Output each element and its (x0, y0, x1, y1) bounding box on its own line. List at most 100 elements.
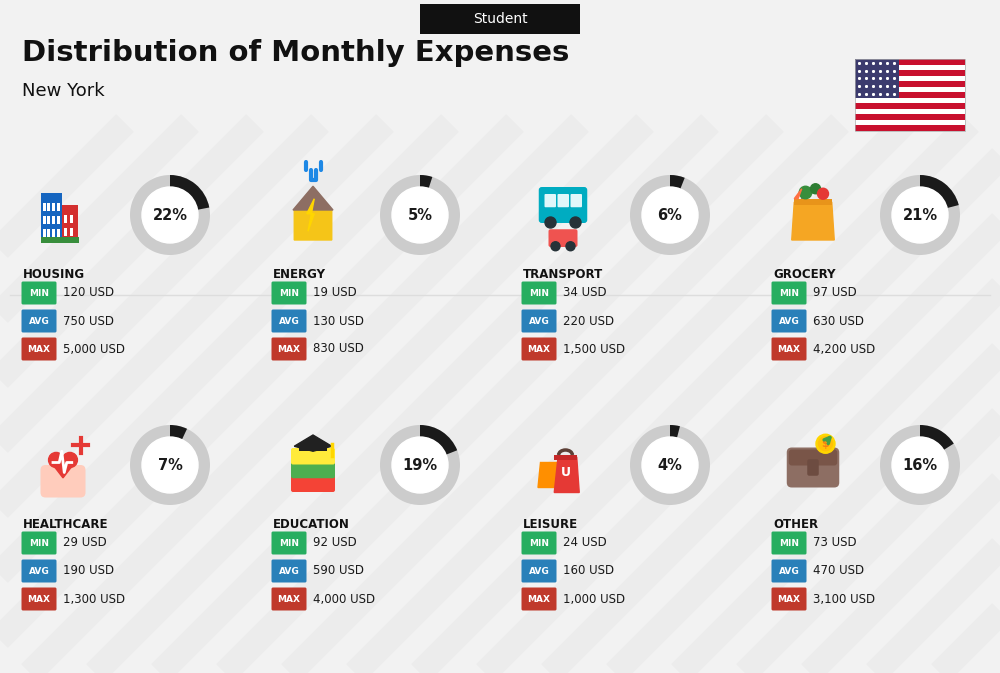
Bar (855, 59, 899, 98)
Text: 1,500 USD: 1,500 USD (563, 343, 625, 355)
FancyBboxPatch shape (548, 229, 578, 247)
FancyBboxPatch shape (794, 199, 832, 205)
Circle shape (392, 437, 448, 493)
Text: 120 USD: 120 USD (63, 287, 114, 299)
Text: 4,000 USD: 4,000 USD (313, 592, 375, 606)
Text: 4%: 4% (658, 458, 682, 472)
Text: MIN: MIN (779, 538, 799, 548)
Text: 22%: 22% (152, 207, 188, 223)
Text: 97 USD: 97 USD (813, 287, 857, 299)
FancyBboxPatch shape (299, 446, 327, 452)
FancyBboxPatch shape (272, 310, 306, 332)
Text: 16%: 16% (902, 458, 938, 472)
FancyBboxPatch shape (772, 532, 806, 555)
Wedge shape (130, 425, 210, 505)
Text: MAX: MAX (528, 594, 550, 604)
Circle shape (816, 434, 835, 453)
Circle shape (49, 452, 64, 468)
FancyBboxPatch shape (22, 337, 56, 361)
Polygon shape (307, 199, 314, 232)
FancyBboxPatch shape (47, 216, 50, 224)
Wedge shape (420, 425, 457, 455)
Text: AVG: AVG (29, 316, 49, 326)
FancyBboxPatch shape (522, 559, 556, 583)
Circle shape (551, 242, 560, 251)
FancyBboxPatch shape (420, 4, 580, 34)
FancyBboxPatch shape (539, 187, 587, 223)
Wedge shape (380, 175, 460, 255)
Text: MIN: MIN (279, 538, 299, 548)
Polygon shape (792, 203, 834, 240)
FancyBboxPatch shape (544, 194, 556, 207)
Text: TRANSPORT: TRANSPORT (523, 268, 603, 281)
Text: MIN: MIN (779, 289, 799, 297)
FancyBboxPatch shape (272, 281, 306, 304)
Text: AVG: AVG (779, 567, 799, 575)
FancyBboxPatch shape (40, 465, 86, 497)
Text: 4,200 USD: 4,200 USD (813, 343, 875, 355)
Text: AVG: AVG (29, 567, 49, 575)
Polygon shape (794, 188, 802, 199)
Text: MAX: MAX (28, 345, 50, 353)
Text: MAX: MAX (28, 594, 50, 604)
Polygon shape (293, 186, 333, 210)
Text: 830 USD: 830 USD (313, 343, 364, 355)
FancyBboxPatch shape (772, 588, 806, 610)
Text: 750 USD: 750 USD (63, 314, 114, 328)
Circle shape (566, 242, 575, 251)
FancyBboxPatch shape (70, 228, 73, 236)
Wedge shape (670, 425, 680, 438)
Text: 190 USD: 190 USD (63, 565, 114, 577)
Text: MAX: MAX (528, 345, 550, 353)
Bar (855, 59, 965, 131)
Circle shape (392, 187, 448, 243)
Wedge shape (630, 175, 710, 255)
Bar (855, 114, 965, 120)
Circle shape (810, 184, 820, 194)
Text: AVG: AVG (529, 316, 549, 326)
Bar (855, 104, 965, 109)
Bar (855, 59, 965, 65)
Wedge shape (420, 175, 432, 188)
FancyBboxPatch shape (291, 448, 335, 464)
Wedge shape (630, 425, 710, 505)
Circle shape (642, 437, 698, 493)
FancyBboxPatch shape (272, 559, 306, 583)
FancyBboxPatch shape (522, 310, 556, 332)
Circle shape (892, 437, 948, 493)
FancyBboxPatch shape (57, 216, 60, 224)
FancyBboxPatch shape (43, 216, 46, 224)
Text: HEALTHCARE: HEALTHCARE (23, 518, 108, 531)
Text: LEISURE: LEISURE (523, 518, 578, 531)
Text: 160 USD: 160 USD (563, 565, 614, 577)
FancyBboxPatch shape (57, 203, 60, 211)
FancyBboxPatch shape (789, 450, 837, 466)
Bar (855, 92, 965, 98)
FancyBboxPatch shape (52, 203, 55, 211)
FancyBboxPatch shape (772, 337, 806, 361)
FancyBboxPatch shape (52, 229, 55, 238)
Circle shape (545, 217, 556, 228)
FancyBboxPatch shape (22, 310, 56, 332)
FancyBboxPatch shape (64, 228, 67, 236)
FancyBboxPatch shape (57, 229, 60, 238)
Circle shape (642, 187, 698, 243)
FancyBboxPatch shape (62, 205, 78, 242)
FancyBboxPatch shape (272, 337, 306, 361)
Wedge shape (170, 175, 209, 210)
Wedge shape (880, 425, 960, 505)
Bar (855, 98, 965, 104)
Text: 3,100 USD: 3,100 USD (813, 592, 875, 606)
Wedge shape (920, 175, 959, 208)
Circle shape (817, 188, 828, 199)
Polygon shape (294, 435, 332, 452)
FancyBboxPatch shape (522, 281, 556, 304)
Text: 34 USD: 34 USD (563, 287, 607, 299)
Text: Student: Student (473, 12, 527, 26)
Text: AVG: AVG (529, 567, 549, 575)
Text: 5,000 USD: 5,000 USD (63, 343, 125, 355)
FancyBboxPatch shape (272, 588, 306, 610)
Text: GROCERY: GROCERY (773, 268, 836, 281)
FancyBboxPatch shape (787, 448, 839, 487)
Circle shape (892, 187, 948, 243)
